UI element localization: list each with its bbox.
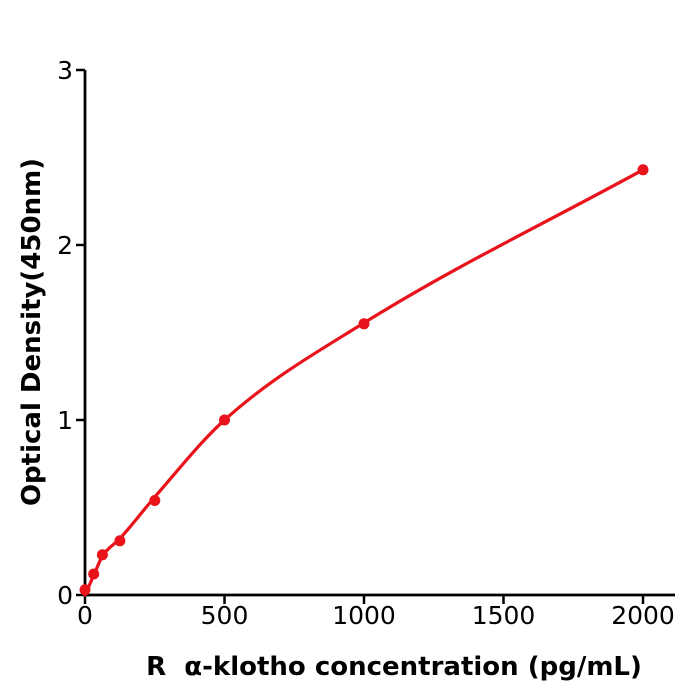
plot-area: 0 500 1000 1500 2000 0 1 2 3	[57, 56, 675, 630]
y-axis-title: Optical Density(450nm)	[17, 158, 47, 506]
data-point	[637, 164, 649, 176]
x-tick-label: 500	[201, 601, 249, 630]
y-tick-label: 1	[57, 406, 73, 435]
x-tick-label: 0	[77, 601, 93, 630]
x-tick-label: 1000	[332, 601, 396, 630]
fit-curve	[83, 168, 645, 597]
data-point	[358, 318, 370, 330]
data-point	[149, 495, 161, 506]
data-point	[96, 549, 108, 561]
x-tick-label: 1500	[472, 601, 536, 630]
y-tick-label: 2	[57, 231, 73, 260]
y-tick-label: 0	[57, 581, 73, 610]
x-tick-label: 2000	[611, 601, 675, 630]
data-point	[219, 414, 230, 426]
x-axis-title: R α-klotho concentration (pg/mL)	[146, 652, 642, 682]
y-tick-label: 3	[57, 56, 73, 85]
data-point	[88, 568, 100, 580]
data-point	[79, 584, 91, 596]
data-point	[114, 535, 126, 547]
axis-spine	[83, 70, 675, 597]
